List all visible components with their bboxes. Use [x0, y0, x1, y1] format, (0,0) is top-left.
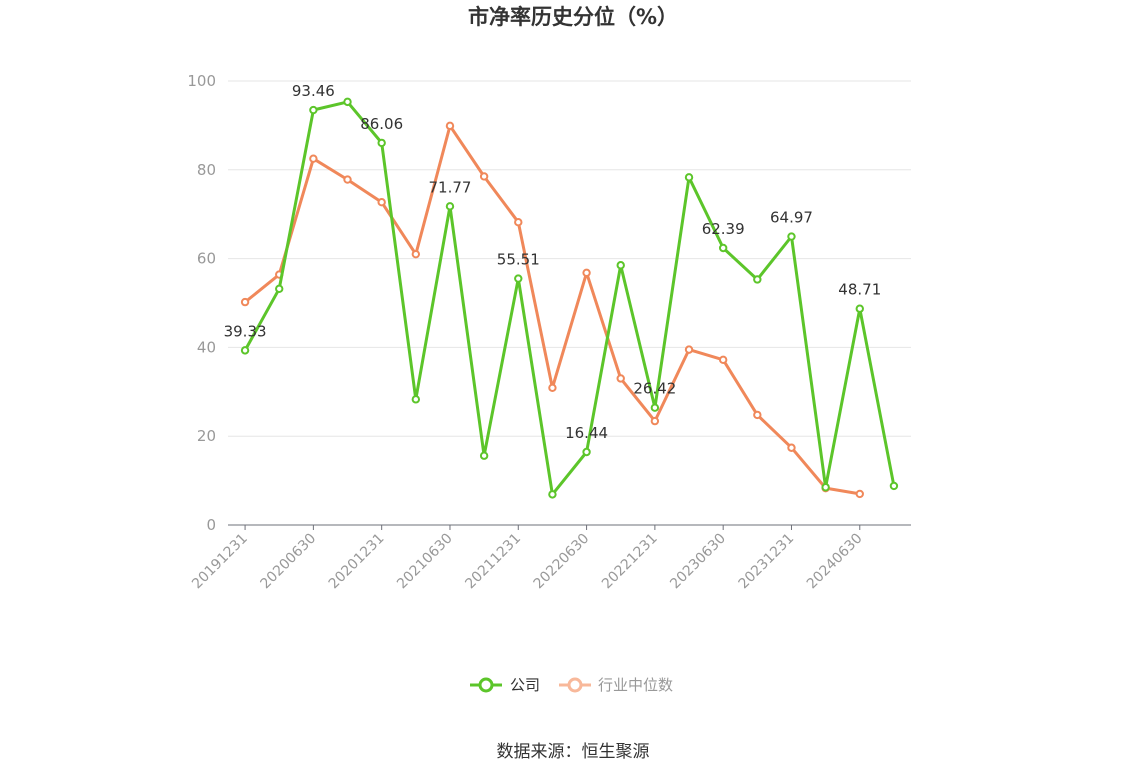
data-point[interactable] [275, 284, 284, 293]
x-tick-label: 20200630 [257, 531, 319, 593]
legend-label-industry: 行业中位数 [598, 676, 673, 694]
data-source: 数据来源：恒生聚源 [497, 742, 650, 762]
data-label: 16.44 [565, 424, 608, 442]
data-point[interactable] [855, 304, 864, 313]
data-point[interactable] [309, 154, 318, 163]
data-point[interactable] [377, 198, 386, 207]
data-point[interactable] [855, 489, 864, 499]
data-point[interactable] [343, 97, 352, 107]
data-point[interactable] [479, 172, 489, 181]
data-point[interactable] [650, 416, 660, 426]
data-point[interactable] [582, 447, 591, 457]
y-tick-label: 80 [197, 161, 216, 179]
data-label: 64.97 [770, 209, 813, 227]
legend-label-company: 公司 [510, 676, 540, 694]
data-point[interactable] [411, 249, 421, 259]
data-point[interactable] [479, 451, 489, 460]
data-label: 48.71 [838, 281, 881, 299]
x-tick-label: 20220630 [531, 531, 593, 593]
data-label: 26.42 [633, 380, 676, 398]
legend-marker-company [478, 677, 494, 693]
chart-title: 市净率历史分位（%） [468, 5, 678, 29]
data-point[interactable] [548, 383, 557, 393]
y-tick-label: 40 [197, 338, 216, 356]
data-point[interactable] [787, 232, 796, 241]
data-label: 71.77 [428, 178, 471, 196]
data-point[interactable] [309, 105, 318, 115]
x-tick-label: 20240630 [804, 531, 866, 593]
data-point[interactable] [718, 243, 728, 253]
data-point[interactable] [889, 481, 899, 491]
y-tick-label: 60 [197, 250, 216, 268]
data-label: 55.51 [497, 251, 540, 269]
data-point[interactable] [514, 217, 523, 227]
data-point[interactable] [718, 355, 728, 365]
data-labels: 39.33 93.46 86.06 71.77 55.51 16.44 26.42 62.39… [224, 82, 882, 442]
y-tick-label: 100 [187, 72, 216, 90]
y-axis: 0 20 40 60 80 100 [187, 72, 216, 534]
series-layer [240, 97, 899, 499]
data-label: 86.06 [360, 115, 403, 133]
data-label: 93.46 [292, 82, 335, 100]
data-point[interactable] [548, 490, 557, 499]
data-label: 39.33 [224, 322, 267, 340]
data-point[interactable] [445, 202, 455, 211]
legend-marker-industry [567, 677, 583, 693]
data-point[interactable] [787, 443, 796, 452]
data-point[interactable] [616, 374, 625, 383]
y-tick-label: 20 [197, 427, 216, 445]
x-tick-label: 20211231 [462, 531, 524, 593]
x-tick-label: 20191231 [189, 531, 251, 593]
data-point[interactable] [821, 483, 830, 492]
legend-item-industry[interactable]: 行业中位数 [559, 676, 673, 694]
data-point[interactable] [411, 395, 421, 404]
data-point[interactable] [753, 410, 762, 420]
data-point[interactable] [650, 403, 660, 412]
data-point[interactable] [343, 175, 352, 184]
x-tick-label: 20210630 [394, 531, 456, 593]
data-point[interactable] [240, 346, 250, 355]
legend-item-company[interactable]: 公司 [470, 676, 540, 694]
x-tick-label: 20231231 [736, 531, 798, 593]
data-point[interactable] [240, 297, 250, 307]
data-point[interactable] [514, 274, 523, 283]
x-axis: 20191231 20200630 20201231 20210630 20211231… [189, 524, 911, 593]
data-point[interactable] [616, 261, 625, 270]
series-line-0 [243, 100, 896, 496]
series-line-1 [244, 124, 861, 496]
legend: 公司 行业中位数 [470, 676, 673, 694]
data-point[interactable] [582, 268, 591, 278]
data-point[interactable] [684, 173, 694, 182]
data-point[interactable] [753, 275, 762, 284]
data-point[interactable] [445, 121, 455, 131]
x-tick-label: 20221231 [599, 531, 661, 593]
data-label: 62.39 [702, 220, 745, 238]
data-point[interactable] [684, 345, 694, 354]
grid [228, 80, 911, 437]
data-point[interactable] [377, 138, 386, 148]
y-tick-label: 0 [206, 516, 216, 534]
x-tick-label: 20201231 [326, 531, 388, 593]
x-tick-label: 20230630 [667, 531, 729, 593]
